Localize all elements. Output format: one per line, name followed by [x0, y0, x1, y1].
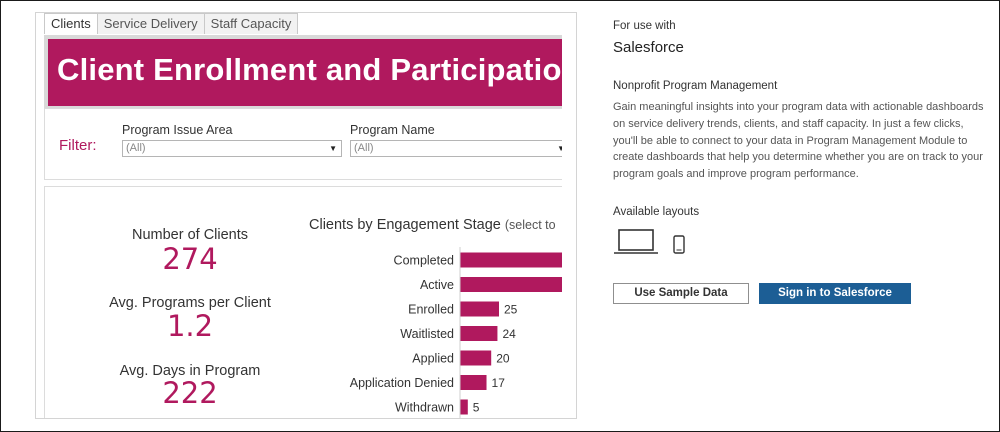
tab-service-delivery[interactable]: Service Delivery [96, 13, 205, 34]
sign-in-to-salesforce-button[interactable]: Sign in to Salesforce [759, 283, 911, 304]
tab-clients[interactable]: Clients [44, 13, 98, 34]
clients-summary-panel: Number of Clients 274 Avg. Programs per … [44, 186, 562, 419]
program-issue-area-filter: Program Issue Area (All) ▼ [122, 123, 342, 157]
accelerator-name: Nonprofit Program Management [613, 80, 778, 92]
bar-active[interactable] [460, 277, 562, 292]
for-use-with-label: For use with [613, 20, 676, 32]
phone-icon [673, 235, 685, 254]
program-issue-area-dropdown[interactable]: (All) ▼ [122, 140, 342, 157]
bar-withdrawn[interactable] [460, 399, 468, 415]
category-label: Applied [412, 352, 454, 366]
dashboard-title: Client Enrollment and Participation T [57, 52, 562, 87]
data-label: 17 [492, 376, 506, 390]
bar-application-denied[interactable] [460, 375, 487, 390]
data-label: 5 [473, 401, 480, 415]
category-label: Active [420, 278, 454, 292]
dashboard-tabs: Clients Service Delivery Staff Capacity [44, 13, 299, 34]
program-name-label: Program Name [350, 123, 435, 137]
data-label: 24 [502, 327, 516, 341]
data-label: 20 [496, 352, 510, 366]
program-issue-area-value: (All) [126, 142, 146, 154]
category-label: Application Denied [350, 376, 454, 390]
filter-panel: Filter: Program Issue Area (All) ▼ Progr… [44, 108, 562, 180]
chevron-down-icon: ▼ [329, 144, 337, 153]
use-sample-data-button[interactable]: Use Sample Data [613, 283, 749, 304]
engagement-stage-bar-chart[interactable]: CompletedActive8Enrolled25Waitlisted24Ap… [295, 242, 562, 419]
filter-label: Filter: [59, 137, 97, 154]
dashboard-preview-viewport: Clients Service Delivery Staff Capacity … [40, 13, 562, 419]
kpi-avg-days-value: 222 [162, 376, 218, 410]
bar-enrolled[interactable] [460, 301, 499, 317]
data-label: 25 [504, 303, 518, 317]
bar-waitlisted[interactable] [460, 326, 498, 341]
program-name-value: (All) [354, 142, 374, 154]
accelerator-description: Gain meaningful insights into your progr… [613, 101, 984, 181]
kpi-number-of-clients-value: 274 [162, 242, 218, 276]
chart-title-hint: (select to [504, 218, 556, 232]
product-name: Salesforce [613, 39, 684, 56]
category-label: Waitlisted [400, 327, 454, 341]
category-label: Completed [394, 254, 454, 268]
kpi-number-of-clients-label: Number of Clients [131, 227, 249, 243]
program-issue-area-label: Program Issue Area [122, 123, 233, 137]
kpi-avg-programs-value: 1.2 [166, 309, 214, 343]
kpi-avg-programs-label: Avg. Programs per Client [109, 295, 271, 311]
program-name-filter: Program Name (All) ▼ [350, 123, 562, 157]
dashboard-banner: Client Enrollment and Participation T [44, 35, 562, 110]
available-layouts-label: Available layouts [613, 206, 700, 218]
dashboard-preview: Clients Service Delivery Staff Capacity … [35, 12, 577, 419]
kpi-avg-days-label: Avg. Days in Program [119, 363, 261, 379]
category-label: Enrolled [408, 303, 454, 317]
chevron-down-icon: ▼ [557, 141, 562, 156]
bar-applied[interactable] [460, 350, 492, 366]
chart-title: Clients by Engagement Stage (select to [309, 217, 556, 233]
tab-staff-capacity[interactable]: Staff Capacity [203, 13, 299, 34]
category-label: Withdrawn [395, 401, 454, 415]
program-name-dropdown[interactable]: (All) ▼ [350, 140, 562, 157]
laptop-icon [614, 229, 658, 254]
bar-completed[interactable] [460, 252, 562, 268]
chart-title-text: Clients by Engagement Stage [309, 217, 501, 233]
